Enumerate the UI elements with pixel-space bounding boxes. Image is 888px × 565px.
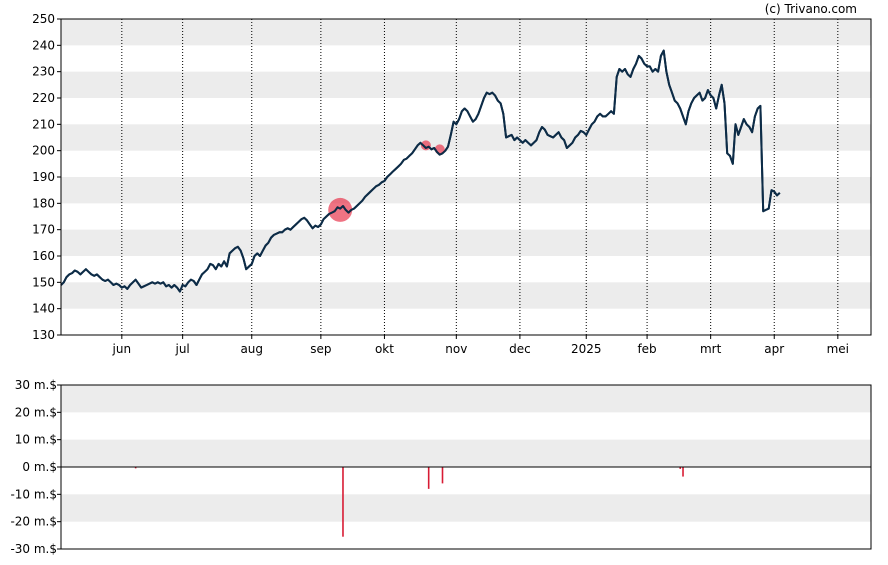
price-y-axis-ticks: 130 140 150 160 170 180 190 200 210 220 230 240 250	[32, 12, 61, 342]
price-y-tick-label: 170	[32, 223, 55, 237]
price-line-overlay	[60, 49, 781, 293]
volume-grid-band	[61, 385, 871, 413]
price-y-tick-label: 130	[32, 328, 55, 342]
price-grid-band	[61, 19, 871, 46]
price-x-tick-label: okt	[375, 342, 394, 356]
price-plot-frame	[60, 18, 872, 336]
price-x-tick-label: 2025	[571, 342, 602, 356]
volume-grid-band	[61, 439, 871, 467]
volume-bars	[134, 467, 684, 537]
volume-y-tick-label: 0 m.$	[22, 460, 57, 474]
price-x-tick-label: jul	[174, 342, 189, 356]
volume-grid-bands	[61, 385, 871, 522]
volume-plot-frame	[60, 384, 872, 550]
credit-text: (c) Trivano.com	[765, 2, 857, 16]
volume-y-tick-label: -20 m.$	[10, 515, 57, 529]
price-x-tick-label: mei	[827, 342, 849, 356]
price-x-tick-label: sep	[310, 342, 331, 356]
price-y-tick-label: 160	[32, 249, 55, 263]
price-x-axis-ticks: jun jul aug sep okt nov dec 2025 feb mrt apr mei	[112, 335, 849, 356]
price-x-tick-label: apr	[764, 342, 784, 356]
price-y-tick-label: 190	[32, 170, 55, 184]
volume-y-tick-label: 30 m.$	[15, 378, 57, 392]
price-marker	[328, 197, 353, 222]
price-x-tick-label: feb	[637, 342, 656, 356]
price-x-tick-label: mrt	[700, 342, 722, 356]
price-markers	[60, 49, 781, 293]
price-y-tick-label: 220	[32, 91, 55, 105]
price-y-tick-label: 180	[32, 196, 55, 210]
volume-y-tick-label: 20 m.$	[15, 405, 57, 419]
volume-grid-band	[61, 494, 871, 522]
price-y-tick-label: 140	[32, 302, 55, 316]
price-y-tick-label: 150	[32, 275, 55, 289]
price-grid-band	[61, 71, 871, 98]
price-x-tick-label: aug	[240, 342, 263, 356]
volume-y-tick-label: -30 m.$	[10, 542, 57, 556]
price-grid-band	[61, 177, 871, 204]
price-y-tick-label: 230	[32, 65, 55, 79]
price-y-tick-label: 200	[32, 144, 55, 158]
price-x-tick-label: dec	[509, 342, 531, 356]
price-y-tick-label: 240	[32, 38, 55, 52]
price-y-tick-label: 250	[32, 12, 55, 26]
volume-y-axis-ticks: 30 m.$ 20 m.$ 10 m.$ 0 m.$ -10 m.$ -20 m.$ -30…	[10, 378, 61, 556]
volume-y-tick-label: -10 m.$	[10, 487, 57, 501]
price-grid-band	[61, 229, 871, 256]
price-y-tick-label: 210	[32, 117, 55, 131]
price-grid-band	[61, 282, 871, 309]
volume-y-tick-label: 10 m.$	[15, 433, 57, 447]
price-x-tick-label: nov	[445, 342, 467, 356]
price-x-tick-label: jun	[112, 342, 132, 356]
